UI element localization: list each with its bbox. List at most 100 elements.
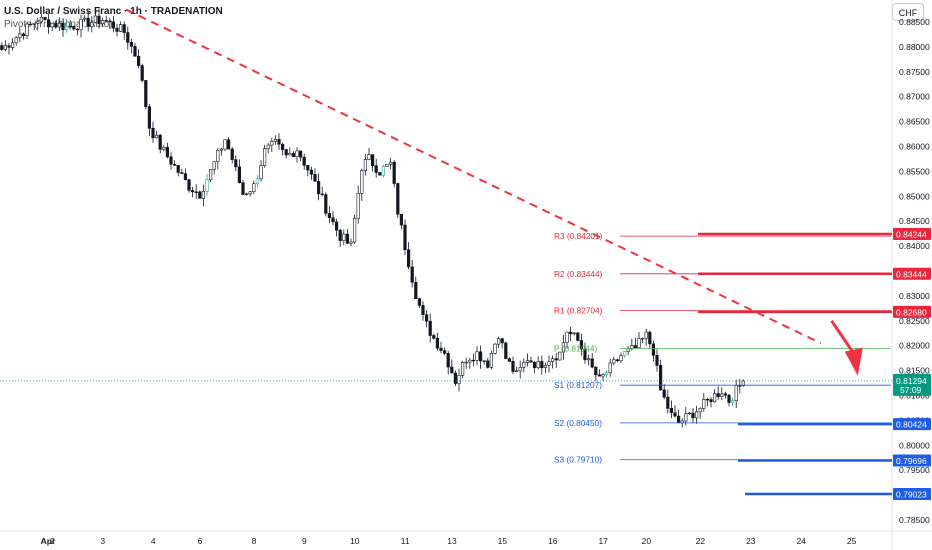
candle-body [291, 153, 296, 157]
candle-body [486, 360, 490, 368]
candle-body [669, 408, 673, 413]
forecast-arrow-head [844, 347, 863, 376]
time-tick-label: 4 [151, 536, 156, 546]
candle-body [68, 26, 72, 28]
candle-body [374, 165, 378, 173]
candle-body [514, 370, 519, 372]
trendline[interactable] [125, 8, 822, 345]
candle-body [288, 153, 292, 156]
candle-body [435, 337, 440, 349]
candle-body [604, 372, 609, 375]
candle-body [298, 150, 303, 158]
candle-body [453, 372, 458, 384]
candle-body [90, 22, 94, 27]
candle-body [709, 399, 713, 403]
candle-body [284, 149, 288, 156]
candle-body [306, 165, 310, 171]
price-tick-label: 0.82500 [899, 316, 930, 326]
candle-body [363, 159, 368, 171]
pivot-label-p: P (0.81944) [554, 343, 597, 353]
candle-body [460, 362, 465, 376]
price-tick-label: 0.78500 [899, 515, 930, 525]
level-value-s3: 0.79696 [896, 456, 927, 466]
candle-body [504, 342, 508, 359]
candle-body [403, 224, 407, 251]
level-value-s4: 0.79023 [896, 489, 927, 499]
candle-body [212, 161, 216, 170]
candle-body [712, 393, 717, 403]
candle-body [129, 42, 134, 47]
candle-body [723, 393, 727, 396]
level-box-s2 [893, 418, 931, 431]
candle-body [561, 342, 565, 353]
candle-body [597, 374, 601, 377]
candle-body [450, 366, 454, 374]
candle-body [194, 191, 198, 193]
candle-body [342, 233, 346, 241]
candle-body [259, 165, 263, 180]
candle-body [381, 166, 386, 176]
candle-body [568, 331, 573, 334]
price-tick-label: 0.84500 [899, 216, 930, 226]
candle-body [583, 348, 587, 361]
pivot-lines: R3 (0.84201) 0.84244 R2 (0.83444) 0.83444 R1… [554, 227, 931, 500]
time-tick-label: 22 [696, 536, 706, 546]
candle-body [550, 358, 555, 362]
candle-body [694, 411, 699, 419]
level-value-r2: 0.83444 [896, 269, 927, 279]
candle-body [370, 154, 375, 166]
candle-body [367, 154, 371, 160]
candle-body [489, 353, 494, 368]
candle-body [104, 20, 108, 22]
candle-body [133, 46, 137, 57]
candle-body [360, 170, 364, 194]
price-tick-label: 0.84000 [899, 241, 930, 251]
level-box-r3 [893, 227, 931, 240]
candle-body [11, 42, 15, 48]
price-tick-label: 0.82000 [899, 341, 930, 351]
candle-body [590, 358, 594, 368]
candle-body [720, 393, 724, 397]
candle-body [554, 358, 558, 361]
candle-body [525, 360, 529, 363]
time-tick-label: 16 [548, 536, 558, 546]
candle-body [72, 26, 76, 30]
price-tick-label: 0.80000 [899, 440, 930, 450]
price-tick-label: 0.83000 [899, 291, 930, 301]
candle-body [302, 156, 306, 166]
price-tick-label: 0.87000 [899, 92, 930, 102]
candle-body [7, 45, 11, 48]
candle-body [14, 37, 18, 44]
candle-body [140, 65, 144, 81]
pivot-label-s3: S3 (0.79710) [554, 455, 602, 465]
time-tick-label: 20 [642, 536, 652, 546]
candle-body [457, 375, 461, 384]
candle-body [65, 26, 69, 31]
candle-body [738, 385, 742, 387]
candle-body [46, 19, 51, 28]
candle-body [727, 394, 731, 403]
candle-body [57, 22, 61, 28]
candle-body [594, 366, 598, 376]
candle-body [378, 172, 382, 176]
candle-body [576, 332, 580, 341]
candle-body [331, 217, 335, 223]
time-tick-label: Apr [41, 536, 56, 546]
candle-body [442, 350, 447, 354]
symbol-title[interactable]: U.S. Dollar / Swiss Franc · 1h · TRADENA… [4, 6, 223, 17]
candle-body [61, 22, 65, 31]
level-box-s4 [893, 487, 931, 500]
candle-body [3, 45, 7, 50]
last-price-box [893, 373, 931, 396]
candle-body [230, 148, 234, 160]
candle-body [352, 218, 357, 243]
price-tick-label: 0.87500 [899, 67, 930, 77]
candle-body [28, 23, 33, 26]
level-value-r1: 0.82680 [896, 307, 927, 317]
candle-body [241, 182, 245, 195]
candle-body [205, 179, 209, 192]
candle-body [579, 340, 583, 350]
candle-body [115, 27, 119, 32]
